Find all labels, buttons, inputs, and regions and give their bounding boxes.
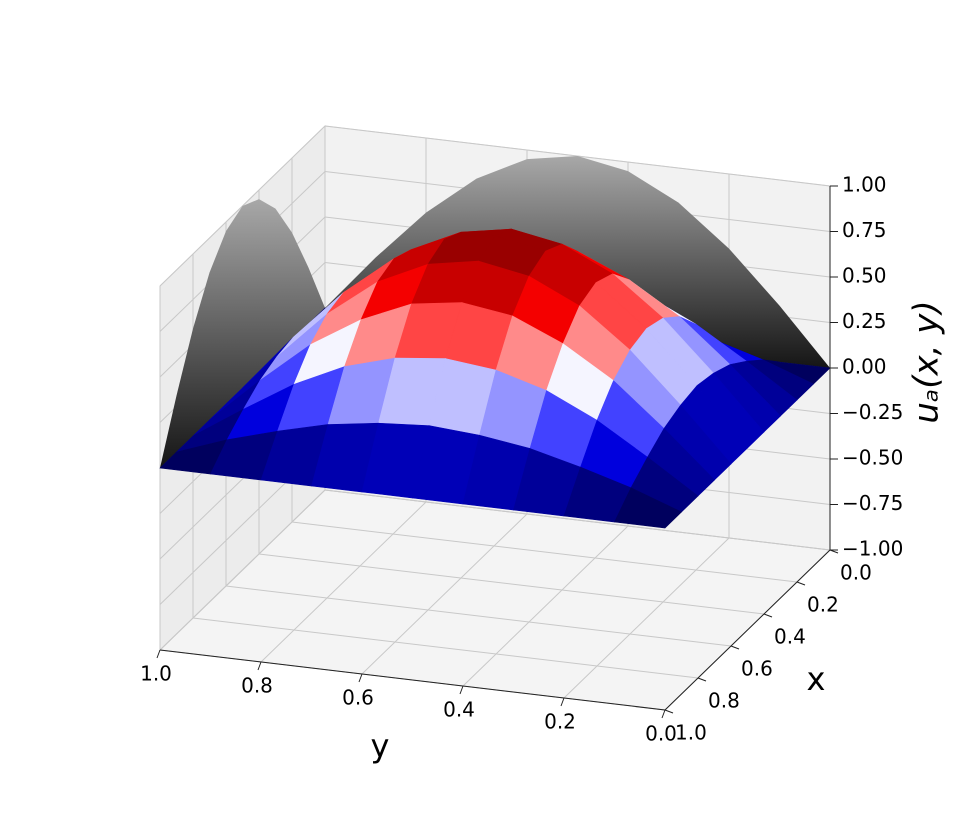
y-tick-label: 0.8 [241, 674, 273, 698]
x-tick-label: 0.0 [840, 561, 872, 585]
z-tick-label: −1.00 [842, 537, 903, 561]
y-tick-label: 1.0 [140, 662, 172, 686]
z-axis-label: uₐ(x, y) [907, 300, 947, 423]
y-tick [156, 649, 161, 659]
z-tick-label: 0.50 [842, 264, 887, 288]
grid-line [192, 617, 699, 679]
x-tick-label: 0.4 [774, 625, 806, 649]
z-tick-label: 0.00 [842, 355, 887, 379]
x-axis-label: x [807, 660, 826, 698]
x-tick [763, 613, 773, 618]
y-axis-line [159, 649, 666, 711]
grid-line [563, 537, 730, 699]
grid-line [260, 501, 427, 663]
y-tick-label: 0.4 [443, 698, 475, 722]
y-tick [661, 709, 666, 719]
x-axis-line [664, 549, 831, 711]
y-tick-label: 0.6 [342, 686, 374, 710]
y-tick [560, 697, 565, 707]
left-projection [160, 199, 325, 468]
x-tick-label: 0.2 [807, 593, 839, 617]
z-tick-label: −0.50 [842, 446, 903, 470]
x-tick [697, 677, 707, 682]
y-tick [257, 661, 262, 671]
z-tick-label: 1.00 [842, 173, 887, 197]
z-tick-label: 0.25 [842, 309, 887, 333]
y-tick [459, 685, 464, 695]
x-tick [664, 709, 674, 714]
x-tick-label: 0.6 [741, 657, 773, 681]
grid-line [324, 489, 831, 551]
grid-line [258, 553, 765, 615]
grid-line [159, 489, 326, 651]
y-axis-label: y [371, 727, 390, 765]
y-tick-label: 0.2 [544, 710, 576, 734]
grid-line [225, 585, 732, 647]
grid-line [361, 513, 528, 675]
z-tick-label: −0.75 [842, 491, 903, 515]
surface [159, 228, 831, 529]
x-tick-label: 1.0 [675, 721, 707, 745]
z-tick-label: 0.75 [842, 218, 887, 242]
y-tick-label: 0.0 [645, 722, 677, 746]
x-tick-label: 0.8 [708, 689, 740, 713]
x-tick [730, 645, 740, 650]
axes: 0.00.20.40.60.81.00.00.20.40.60.81.0−1.0… [140, 173, 903, 746]
grid-line [291, 521, 798, 583]
grid-line [462, 525, 629, 687]
y-tick [358, 673, 363, 683]
x-tick [796, 581, 806, 586]
surface-patch [614, 487, 683, 529]
z-tick-label: −0.25 [842, 400, 903, 424]
